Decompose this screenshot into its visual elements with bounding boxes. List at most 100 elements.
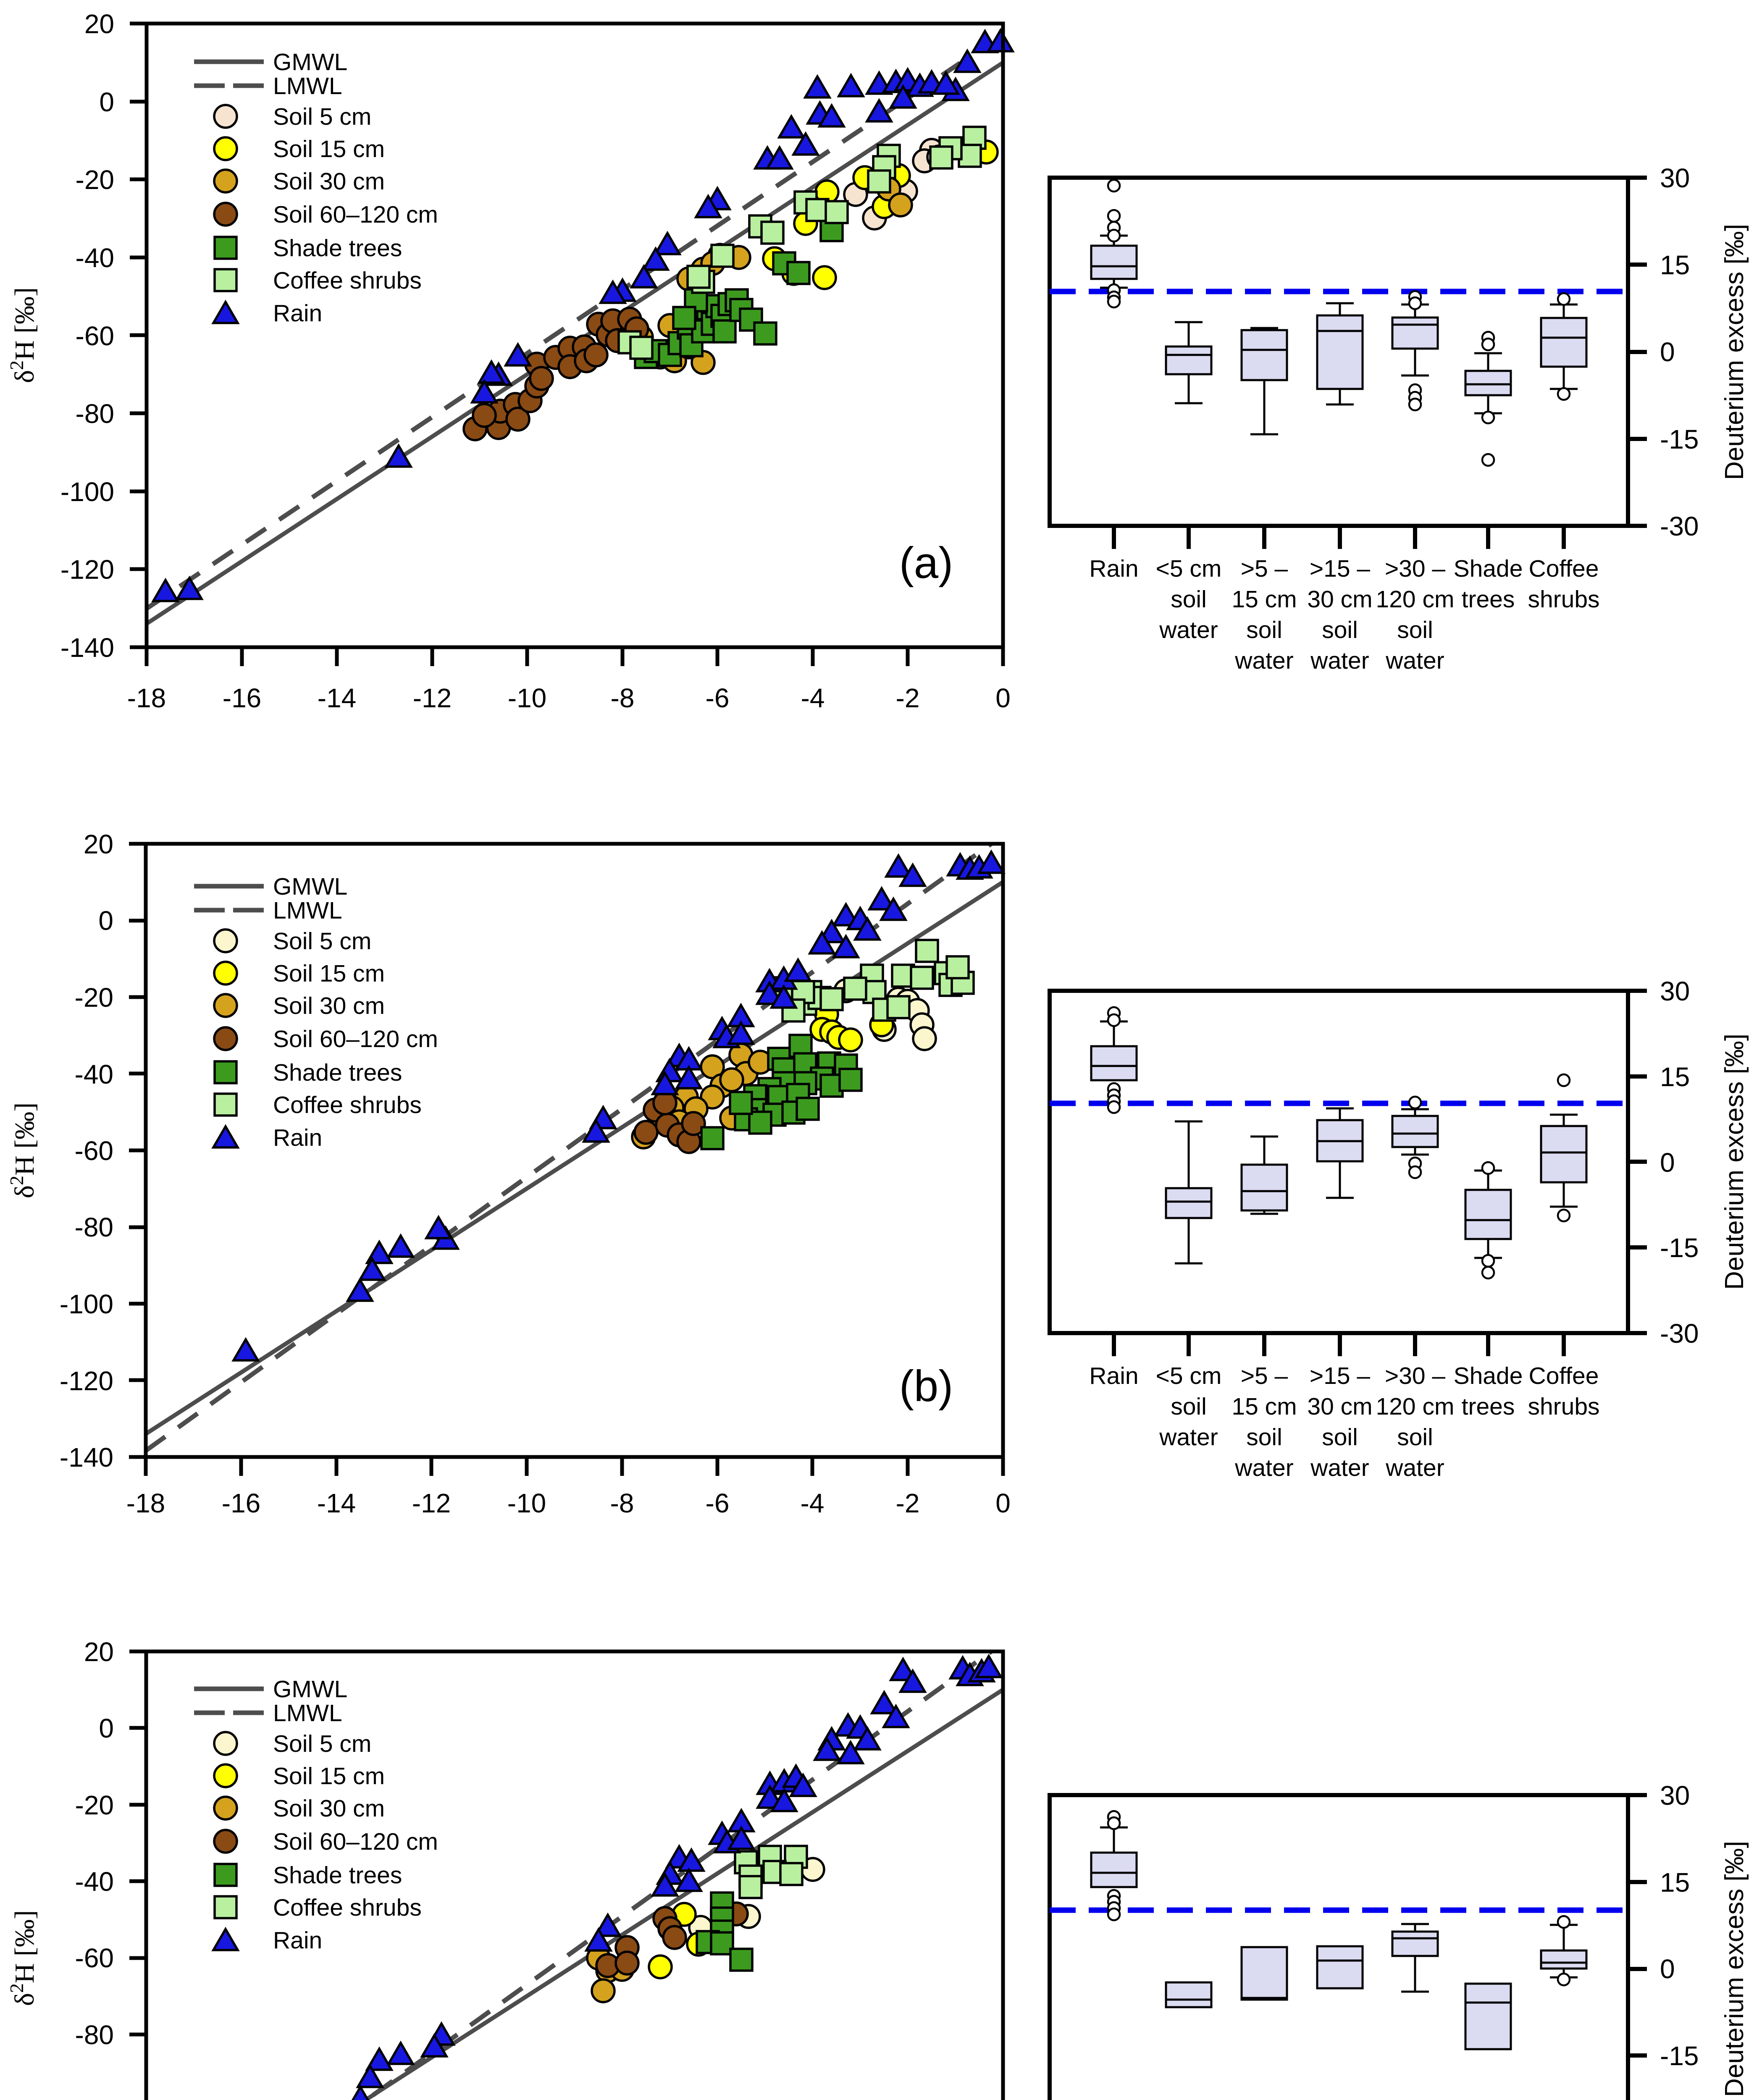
svg-text:-40: -40 bbox=[76, 243, 115, 273]
svg-text:15 cm: 15 cm bbox=[1232, 1393, 1297, 1420]
svg-text:soil: soil bbox=[1322, 1424, 1358, 1451]
svg-text:Soil 60–120 cm: Soil 60–120 cm bbox=[273, 1026, 438, 1053]
svg-text:-100: -100 bbox=[60, 477, 114, 507]
svg-text:GMWL: GMWL bbox=[273, 873, 347, 900]
svg-text:water: water bbox=[1159, 617, 1218, 643]
svg-text:-2: -2 bbox=[896, 683, 920, 713]
svg-text:-80: -80 bbox=[76, 399, 115, 429]
svg-text:water: water bbox=[1234, 1454, 1293, 1481]
svg-text:Deuterium excess [‰]: Deuterium excess [‰] bbox=[1720, 1034, 1749, 1290]
svg-text:Shade trees: Shade trees bbox=[273, 1862, 402, 1889]
svg-text:15: 15 bbox=[1660, 250, 1690, 280]
svg-text:-40: -40 bbox=[75, 1866, 114, 1897]
svg-text:-30: -30 bbox=[1660, 511, 1699, 541]
svg-text:-12: -12 bbox=[413, 683, 452, 713]
svg-text:15: 15 bbox=[1660, 1867, 1690, 1898]
svg-text:Soil 15 cm: Soil 15 cm bbox=[273, 136, 385, 163]
svg-text:Coffee shrubs: Coffee shrubs bbox=[273, 267, 422, 294]
svg-text:120 cm: 120 cm bbox=[1376, 586, 1455, 613]
svg-text:shrubs: shrubs bbox=[1528, 1393, 1599, 1420]
svg-text:-10: -10 bbox=[508, 683, 547, 713]
svg-text:Shade trees: Shade trees bbox=[273, 1059, 402, 1086]
svg-text:soil: soil bbox=[1246, 1424, 1282, 1451]
svg-text:Soil 30 cm: Soil 30 cm bbox=[273, 992, 385, 1019]
svg-text:>15 –: >15 – bbox=[1310, 555, 1371, 582]
svg-text:0: 0 bbox=[98, 906, 113, 936]
svg-text:soil: soil bbox=[1171, 586, 1207, 613]
svg-text:-15: -15 bbox=[1660, 2041, 1699, 2071]
svg-text:Rain: Rain bbox=[1089, 1362, 1138, 1389]
svg-text:15 cm: 15 cm bbox=[1232, 586, 1297, 613]
svg-text:GMWL: GMWL bbox=[273, 49, 347, 76]
svg-text:-80: -80 bbox=[75, 1212, 114, 1242]
svg-text:Coffee shrubs: Coffee shrubs bbox=[273, 1092, 422, 1118]
svg-text:-80: -80 bbox=[75, 2020, 114, 2050]
svg-text:water: water bbox=[1385, 1454, 1444, 1481]
svg-text:-100: -100 bbox=[60, 2096, 114, 2100]
svg-text:30: 30 bbox=[1660, 1780, 1690, 1811]
svg-text:Coffee shrubs: Coffee shrubs bbox=[273, 1894, 422, 1921]
svg-text:-100: -100 bbox=[60, 1289, 113, 1319]
svg-text:Soil 5 cm: Soil 5 cm bbox=[273, 1730, 371, 1757]
svg-text:-60: -60 bbox=[75, 1943, 114, 1973]
svg-text:>5 –: >5 – bbox=[1241, 555, 1288, 582]
svg-text:-6: -6 bbox=[706, 683, 730, 713]
svg-text:Soil 15 cm: Soil 15 cm bbox=[273, 960, 385, 987]
svg-text:-120: -120 bbox=[60, 554, 114, 585]
svg-text:water: water bbox=[1234, 647, 1293, 674]
svg-text:Shade: Shade bbox=[1454, 1362, 1523, 1389]
svg-text:>15 –: >15 – bbox=[1310, 1362, 1371, 1389]
svg-text:-14: -14 bbox=[317, 1488, 356, 1518]
svg-text:Soil 30 cm: Soil 30 cm bbox=[273, 168, 385, 195]
svg-text:Rain: Rain bbox=[273, 300, 322, 327]
svg-text:Shade: Shade bbox=[1454, 555, 1523, 582]
svg-text:-20: -20 bbox=[75, 1790, 114, 1820]
svg-text:Soil 60–120 cm: Soil 60–120 cm bbox=[273, 201, 438, 228]
svg-text:-16: -16 bbox=[222, 1488, 261, 1518]
svg-text:-120: -120 bbox=[60, 1366, 113, 1396]
svg-text:-60: -60 bbox=[76, 321, 115, 351]
svg-text:-140: -140 bbox=[60, 1442, 113, 1473]
svg-text:Rain: Rain bbox=[273, 1124, 322, 1151]
svg-text:Soil 60–120 cm: Soil 60–120 cm bbox=[273, 1828, 438, 1855]
svg-text:>30 –: >30 – bbox=[1385, 1362, 1446, 1389]
svg-text:20: 20 bbox=[84, 9, 114, 39]
svg-text:water: water bbox=[1310, 1454, 1369, 1481]
svg-text:-20: -20 bbox=[76, 165, 115, 195]
svg-text:0: 0 bbox=[1660, 1147, 1675, 1178]
svg-text:<5 cm: <5 cm bbox=[1156, 1362, 1222, 1389]
svg-text:LMWL: LMWL bbox=[273, 1700, 342, 1727]
svg-text:Deuterium excess [‰]: Deuterium excess [‰] bbox=[1720, 224, 1749, 480]
svg-text:0: 0 bbox=[1660, 1954, 1675, 1984]
svg-text:0: 0 bbox=[99, 87, 114, 117]
svg-text:-12: -12 bbox=[412, 1488, 451, 1518]
svg-text:Coffee: Coffee bbox=[1529, 555, 1599, 582]
svg-text:Soil 15 cm: Soil 15 cm bbox=[273, 1763, 385, 1790]
svg-text:(b): (b) bbox=[899, 1362, 953, 1411]
svg-text:LMWL: LMWL bbox=[273, 73, 342, 100]
svg-text:>5 –: >5 – bbox=[1241, 1362, 1288, 1389]
svg-text:water: water bbox=[1385, 647, 1444, 674]
svg-text:-40: -40 bbox=[75, 1059, 114, 1089]
svg-text:-140: -140 bbox=[60, 633, 114, 663]
svg-text:15: 15 bbox=[1660, 1062, 1690, 1092]
svg-text:-15: -15 bbox=[1660, 1233, 1699, 1263]
svg-text:-16: -16 bbox=[223, 683, 262, 713]
svg-text:-30: -30 bbox=[1660, 1318, 1699, 1349]
svg-text:Rain: Rain bbox=[273, 1927, 322, 1954]
svg-text:-4: -4 bbox=[801, 1488, 825, 1518]
svg-text:LMWL: LMWL bbox=[273, 897, 342, 924]
svg-text:shrubs: shrubs bbox=[1528, 586, 1599, 613]
svg-text:-4: -4 bbox=[801, 683, 825, 713]
svg-text:water: water bbox=[1159, 1424, 1218, 1451]
svg-text:trees: trees bbox=[1462, 586, 1515, 613]
svg-text:soil: soil bbox=[1397, 617, 1433, 643]
svg-text:-18: -18 bbox=[126, 1488, 165, 1518]
svg-text:soil: soil bbox=[1397, 1424, 1433, 1451]
svg-text:(a): (a) bbox=[899, 538, 953, 588]
svg-text:-18: -18 bbox=[127, 683, 166, 713]
svg-text:Soil 30 cm: Soil 30 cm bbox=[273, 1795, 385, 1822]
svg-text:-8: -8 bbox=[610, 1488, 634, 1518]
svg-text:120 cm: 120 cm bbox=[1376, 1393, 1455, 1420]
svg-text:trees: trees bbox=[1462, 1393, 1515, 1420]
